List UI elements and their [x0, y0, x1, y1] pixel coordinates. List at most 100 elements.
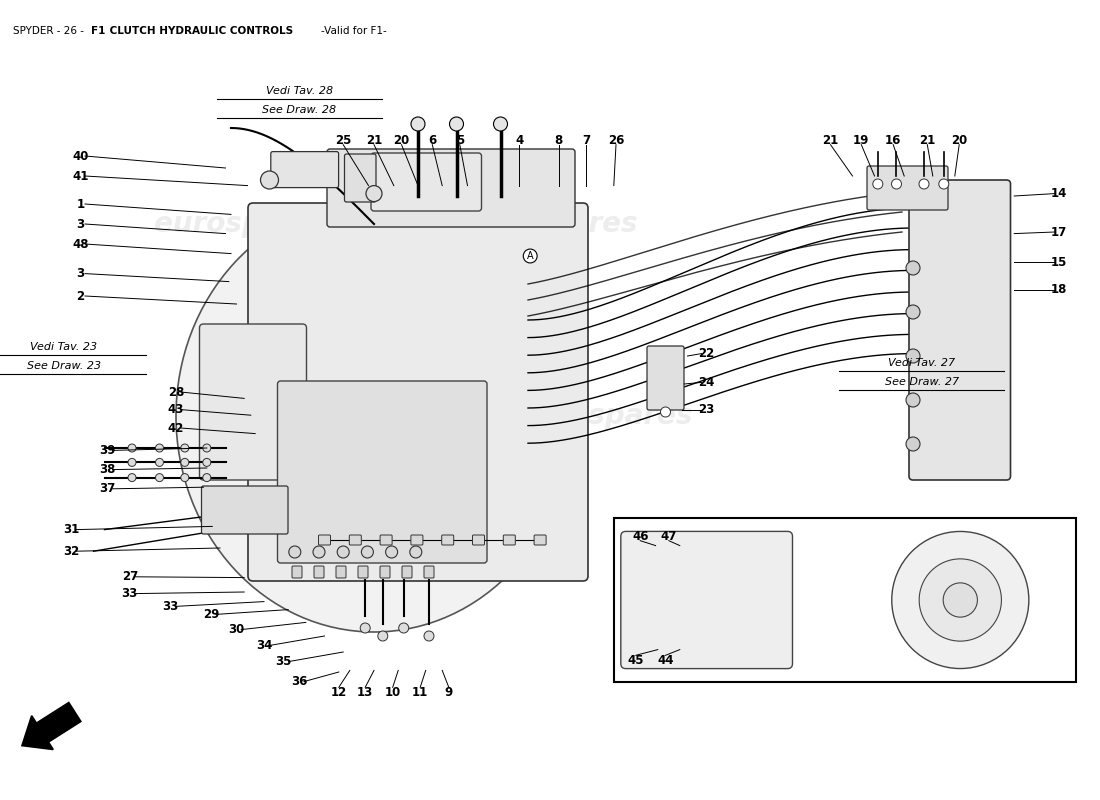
Text: 39: 39 [100, 444, 116, 457]
Circle shape [360, 623, 371, 633]
Circle shape [261, 171, 278, 189]
Text: 33: 33 [122, 587, 138, 600]
Circle shape [891, 179, 902, 189]
FancyBboxPatch shape [473, 535, 484, 545]
Text: 19: 19 [854, 134, 869, 146]
FancyBboxPatch shape [411, 535, 422, 545]
Circle shape [411, 117, 425, 131]
FancyBboxPatch shape [350, 535, 361, 545]
Circle shape [918, 179, 930, 189]
Circle shape [943, 583, 978, 617]
Text: 43: 43 [168, 403, 184, 416]
Text: 31: 31 [64, 523, 79, 536]
Circle shape [906, 305, 920, 319]
Text: SPYDER - 26 -: SPYDER - 26 - [13, 26, 85, 35]
Circle shape [386, 546, 397, 558]
Circle shape [314, 546, 324, 558]
Circle shape [155, 458, 164, 466]
Text: 4: 4 [515, 134, 524, 146]
Text: 21: 21 [920, 134, 935, 146]
Text: See Draw. 27: See Draw. 27 [884, 377, 959, 386]
Circle shape [450, 117, 463, 131]
Circle shape [202, 474, 211, 482]
Text: 1: 1 [76, 198, 85, 210]
Text: 27: 27 [122, 570, 138, 583]
Circle shape [338, 546, 349, 558]
Ellipse shape [176, 200, 572, 632]
Circle shape [202, 444, 211, 452]
FancyBboxPatch shape [336, 566, 346, 578]
Text: See Draw. 28: See Draw. 28 [262, 105, 337, 114]
Text: 2: 2 [76, 290, 85, 302]
Text: 6: 6 [428, 134, 437, 146]
Text: 24: 24 [698, 376, 714, 389]
Text: 30: 30 [229, 623, 244, 636]
Text: 21: 21 [823, 134, 838, 146]
Text: eurospares: eurospares [220, 402, 396, 430]
FancyBboxPatch shape [402, 566, 412, 578]
Text: 34: 34 [256, 639, 272, 652]
Text: 16: 16 [886, 134, 901, 146]
Text: 32: 32 [64, 545, 79, 558]
FancyBboxPatch shape [248, 203, 588, 581]
Circle shape [892, 531, 1028, 669]
Text: 47: 47 [661, 530, 676, 542]
Text: 13: 13 [358, 686, 373, 698]
Text: 7: 7 [582, 134, 591, 146]
Text: eurospares: eurospares [154, 210, 330, 238]
Text: Vedi Tav. 23: Vedi Tav. 23 [30, 342, 98, 352]
FancyBboxPatch shape [314, 566, 324, 578]
FancyBboxPatch shape [647, 346, 684, 410]
Text: 15: 15 [1052, 256, 1067, 269]
Text: 25: 25 [336, 134, 351, 146]
Text: 20: 20 [394, 134, 409, 146]
Text: 10: 10 [385, 686, 400, 698]
Text: 20: 20 [952, 134, 967, 146]
Circle shape [128, 474, 136, 482]
Text: 14: 14 [1052, 187, 1067, 200]
FancyBboxPatch shape [442, 535, 453, 545]
Circle shape [938, 179, 949, 189]
Circle shape [202, 458, 211, 466]
Circle shape [906, 349, 920, 363]
FancyBboxPatch shape [504, 535, 515, 545]
Bar [614, 518, 1076, 682]
FancyBboxPatch shape [379, 566, 390, 578]
Text: Vedi Tav. 27: Vedi Tav. 27 [888, 358, 956, 368]
Circle shape [410, 546, 421, 558]
Circle shape [180, 474, 189, 482]
Text: 18: 18 [1052, 283, 1067, 296]
Text: 45: 45 [627, 654, 644, 666]
Circle shape [906, 261, 920, 275]
Circle shape [366, 186, 382, 202]
Text: 41: 41 [73, 170, 88, 182]
Text: 48: 48 [73, 238, 88, 250]
Text: See Draw. 23: See Draw. 23 [26, 361, 101, 370]
Circle shape [398, 623, 409, 633]
Circle shape [906, 393, 920, 407]
Circle shape [155, 444, 164, 452]
Text: 38: 38 [100, 463, 116, 476]
FancyBboxPatch shape [292, 566, 302, 578]
Circle shape [660, 407, 671, 417]
FancyBboxPatch shape [535, 535, 546, 545]
FancyBboxPatch shape [319, 535, 330, 545]
FancyBboxPatch shape [909, 180, 1011, 480]
Text: 5: 5 [455, 134, 464, 146]
Text: 8: 8 [554, 134, 563, 146]
Circle shape [377, 631, 388, 641]
Text: F1: F1 [91, 26, 106, 35]
Text: 11: 11 [412, 686, 428, 698]
Text: A: A [527, 251, 534, 261]
Text: 29: 29 [204, 608, 219, 621]
Circle shape [494, 117, 507, 131]
Circle shape [128, 444, 136, 452]
FancyBboxPatch shape [344, 154, 376, 202]
FancyBboxPatch shape [277, 381, 487, 563]
Text: 44: 44 [658, 654, 673, 666]
Text: 12: 12 [331, 686, 346, 698]
Text: 22: 22 [698, 347, 714, 360]
Text: 9: 9 [444, 686, 453, 698]
Circle shape [424, 631, 434, 641]
FancyBboxPatch shape [358, 566, 368, 578]
